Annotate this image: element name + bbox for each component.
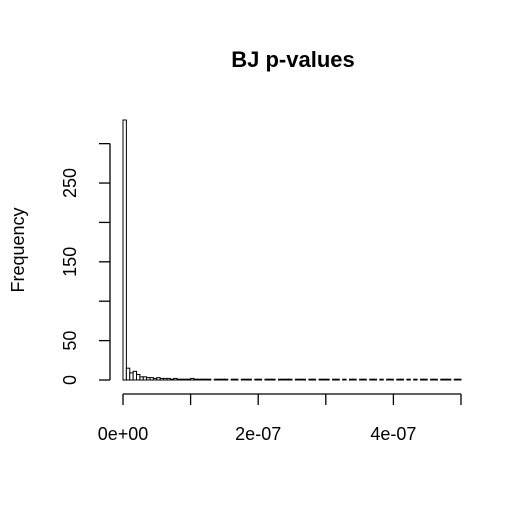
y-axis: 0 50 150 250	[60, 142, 111, 385]
histogram-bar	[169, 378, 175, 381]
x-tick-label: 2e-07	[235, 424, 281, 444]
histogram-bar	[301, 378, 307, 381]
histogram-bar	[379, 378, 384, 381]
histogram-bar	[386, 378, 391, 381]
x-tick-label: 4e-07	[370, 424, 416, 444]
histogram-bar	[359, 378, 364, 381]
histogram-bar	[173, 377, 178, 381]
histogram-bar	[244, 378, 249, 381]
histogram-bars	[122, 119, 462, 381]
histogram-bar	[443, 378, 448, 381]
x-tick-label: 0e+00	[98, 424, 149, 444]
histogram-bar	[152, 377, 158, 381]
histogram-bar	[190, 377, 195, 381]
histogram-bar	[433, 378, 438, 381]
histogram-bar	[156, 377, 161, 381]
histogram-bar	[321, 378, 327, 381]
histogram-bar	[207, 378, 212, 381]
histogram-bar	[457, 378, 462, 381]
y-tick-label: 0	[60, 375, 80, 385]
histogram-bar	[176, 378, 181, 381]
histogram-bar	[298, 378, 303, 381]
histogram-bar	[284, 378, 290, 381]
histogram-bar	[136, 373, 141, 381]
histogram-bar	[183, 378, 188, 381]
histogram-bar	[139, 376, 144, 381]
histogram-bar	[419, 378, 425, 381]
histogram-bar	[267, 378, 273, 381]
histogram-bar	[348, 378, 354, 381]
histogram-bar	[254, 378, 259, 381]
histogram-bar	[132, 370, 138, 381]
histogram-bar	[294, 378, 300, 381]
histogram-bar	[308, 378, 313, 381]
histogram-bar	[372, 378, 377, 381]
histogram-bar	[125, 367, 131, 381]
histogram-bar	[142, 376, 148, 381]
histogram-bar	[325, 378, 330, 381]
histogram-bar	[288, 378, 293, 381]
histogram-bar	[234, 378, 239, 381]
histogram-bar	[149, 377, 154, 381]
histogram-bar	[396, 378, 401, 381]
histogram-bar	[440, 378, 445, 381]
histogram-bar	[166, 377, 171, 381]
histogram-bar	[146, 377, 151, 381]
histogram-bar	[129, 372, 134, 381]
histogram-bar	[179, 378, 185, 381]
histogram-bar	[247, 378, 252, 381]
histogram-bar	[352, 378, 357, 381]
y-tick-label: 250	[60, 168, 80, 198]
y-axis-label: Frequency	[8, 207, 28, 292]
histogram-bar	[230, 378, 236, 381]
histogram-bar	[335, 378, 340, 381]
histogram-bar	[406, 378, 411, 381]
histogram-bar	[453, 378, 459, 381]
histogram-bar	[430, 378, 435, 381]
histogram-bar	[122, 119, 127, 381]
chart-title: BJ p-values	[231, 47, 355, 72]
histogram-bar	[203, 378, 208, 381]
histogram-bar	[213, 378, 219, 381]
histogram-bar	[217, 378, 222, 381]
histogram-bar	[193, 378, 198, 381]
histogram-bar	[342, 378, 347, 381]
histogram-bar	[220, 378, 225, 381]
histogram-bar	[163, 377, 168, 381]
histogram-bar	[446, 378, 452, 381]
histogram-bar	[277, 378, 283, 381]
histogram-bar	[413, 378, 418, 381]
histogram-bar	[271, 378, 276, 381]
y-tick-label: 50	[60, 331, 80, 351]
histogram-bar	[311, 378, 317, 381]
histogram-bar	[423, 378, 428, 381]
histogram-bar	[399, 378, 405, 381]
y-tick-label: 150	[60, 247, 80, 277]
histogram-bar	[318, 378, 323, 381]
histogram-bar	[196, 378, 202, 381]
histogram-bar	[264, 378, 269, 381]
histogram-bar	[240, 378, 246, 381]
x-axis: 0e+00 2e-07 4e-07	[98, 393, 462, 444]
histogram-bar	[332, 378, 337, 381]
histogram-bar	[369, 378, 374, 381]
histogram-bar	[223, 378, 229, 381]
histogram-bar	[159, 377, 165, 381]
histogram-bar	[389, 378, 394, 381]
histogram-bar	[362, 378, 367, 381]
histogram-bar	[186, 378, 192, 381]
histogram-bar	[257, 378, 263, 381]
histogram-bar	[281, 378, 286, 381]
histogram-bar	[200, 378, 205, 381]
